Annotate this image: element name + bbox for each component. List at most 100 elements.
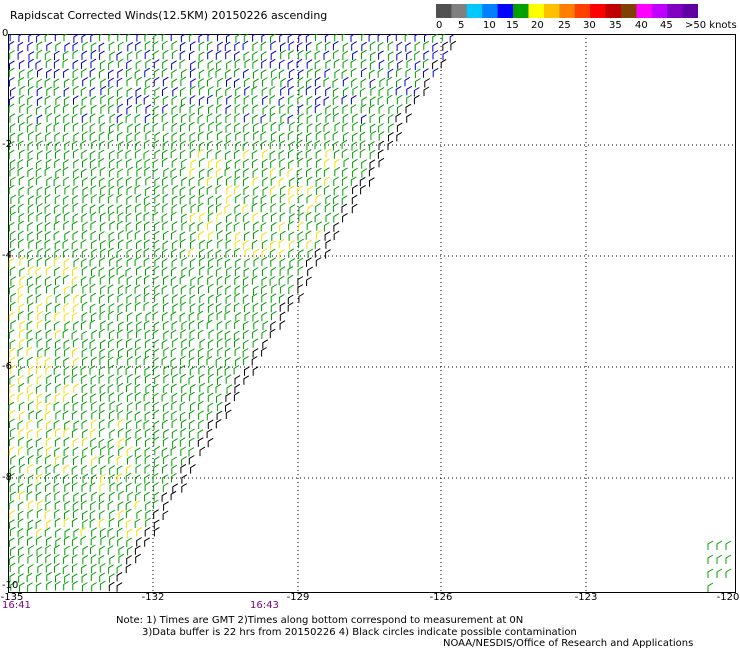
- wind-barb: [279, 59, 285, 69]
- wind-barb: [9, 555, 15, 565]
- wind-barb: [224, 347, 231, 358]
- wind-barb: [91, 248, 98, 258]
- wind-barb: [8, 96, 15, 106]
- wind-barb: [143, 292, 150, 303]
- wind-barb: [406, 113, 412, 123]
- wind-barb: [35, 284, 42, 295]
- wind-barb: [288, 68, 295, 79]
- wind-barb: [262, 95, 268, 105]
- wind-barb: [197, 148, 204, 159]
- wind-barb: [153, 509, 159, 519]
- wind-barb: [270, 257, 277, 267]
- wind-barb: [172, 438, 178, 448]
- wind-barb: [163, 302, 169, 312]
- wind-barb: [36, 78, 43, 88]
- wind-barb: [109, 51, 116, 61]
- wind-barb: [414, 50, 420, 61]
- wind-barb: [325, 41, 331, 51]
- wind-barb: [35, 572, 42, 583]
- wind-barb: [388, 104, 395, 114]
- wind-barb: [108, 41, 115, 51]
- legend-swatch: [513, 4, 529, 18]
- wind-barb: [716, 554, 723, 564]
- wind-barb: [171, 464, 178, 475]
- wind-barb: [261, 34, 267, 43]
- wind-barb: [377, 34, 382, 42]
- legend-swatch: [667, 4, 684, 18]
- wind-barb: [369, 69, 375, 79]
- wind-barb: [46, 519, 53, 529]
- wind-barb: [89, 67, 96, 78]
- wind-barb: [127, 356, 133, 366]
- wind-barb: [27, 337, 33, 348]
- wind-barb: [377, 68, 384, 78]
- wind-barb: [162, 193, 169, 204]
- wind-barb: [44, 166, 51, 177]
- wind-barb: [171, 60, 177, 70]
- wind-barb: [190, 78, 197, 88]
- wind-barb: [63, 211, 70, 222]
- wind-barb: [81, 500, 87, 510]
- wind-barb: [55, 114, 61, 124]
- wind-barb: [53, 482, 60, 493]
- wind-barb: [215, 68, 222, 78]
- wind-barb: [388, 59, 395, 70]
- wind-barb: [72, 49, 79, 60]
- wind-barb: [343, 131, 349, 142]
- wind-barb: [190, 41, 196, 51]
- wind-barb: [181, 176, 188, 187]
- wind-barb: [9, 230, 16, 241]
- wind-barb: [63, 96, 70, 106]
- wind-barb: [144, 285, 150, 295]
- wind-barb: [234, 285, 241, 295]
- wind-barb: [243, 113, 250, 123]
- wind-barb: [90, 230, 97, 240]
- y-label-minus-8: -8: [2, 472, 12, 483]
- wind-barb: [145, 266, 151, 276]
- wind-barb: [17, 285, 24, 295]
- wind-barb: [181, 474, 188, 484]
- wind-barb: [341, 148, 348, 159]
- wind-barb: [189, 401, 196, 412]
- wind-barb: [35, 122, 42, 132]
- wind-barb: [442, 41, 449, 51]
- wind-barb: [163, 230, 169, 240]
- wind-barb: [377, 95, 384, 105]
- wind-barb: [387, 41, 394, 51]
- wind-barb: [36, 355, 43, 366]
- wind-barb: [136, 239, 142, 250]
- wind-barb: [63, 78, 70, 88]
- wind-barb: [225, 409, 232, 419]
- wind-barb: [181, 338, 188, 348]
- wind-barb: [242, 204, 249, 214]
- wind-barb: [27, 391, 34, 402]
- wind-barb: [234, 204, 241, 214]
- wind-barb: [361, 49, 367, 60]
- wind-barb: [109, 113, 116, 124]
- wind-barb: [90, 292, 97, 303]
- wind-barb: [37, 247, 44, 258]
- wind-barb: [171, 211, 177, 221]
- wind-barb: [180, 294, 187, 304]
- wind-barb: [189, 50, 195, 60]
- wind-barb: [45, 105, 52, 115]
- wind-barb: [271, 284, 278, 294]
- wind-barb: [73, 492, 80, 502]
- wind-barb: [54, 491, 61, 501]
- wind-barb: [100, 94, 107, 105]
- wind-barb: [361, 96, 368, 106]
- wind-barb: [18, 212, 25, 223]
- wind-barb: [117, 212, 124, 222]
- wind-barb: [116, 338, 123, 349]
- wind-barb: [162, 482, 169, 493]
- wind-barb: [135, 294, 142, 304]
- wind-barb: [153, 409, 160, 420]
- wind-barb: [126, 537, 133, 547]
- wind-barb: [53, 285, 60, 295]
- wind-barb: [279, 193, 286, 204]
- time-label-1641: 16:41: [2, 600, 31, 611]
- wind-barb: [243, 212, 249, 222]
- wind-barb: [289, 204, 296, 214]
- wind-barb: [161, 112, 168, 123]
- wind-barb: [208, 67, 215, 78]
